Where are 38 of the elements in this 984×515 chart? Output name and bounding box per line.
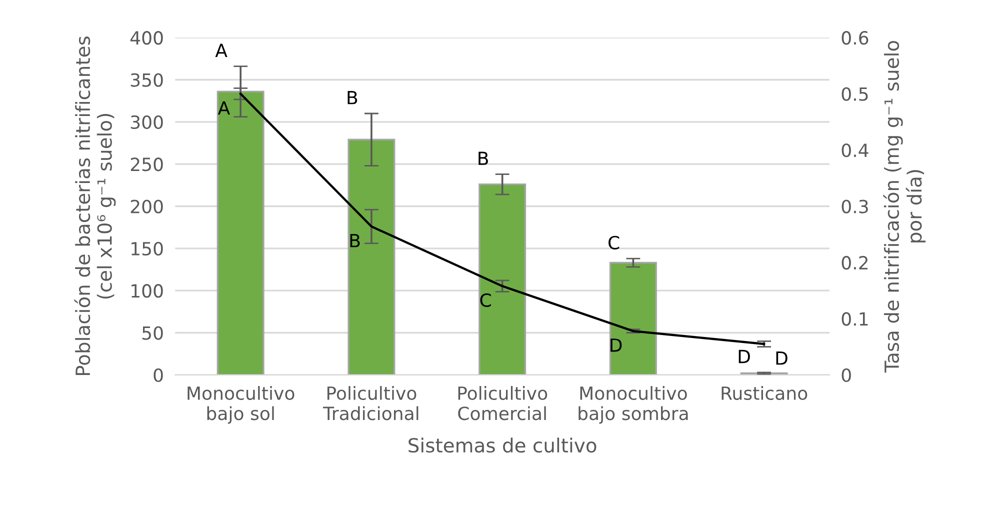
annotation: D <box>738 350 750 364</box>
y2-tick-label: 0.2 <box>842 256 868 270</box>
y2-tick-label: 0 <box>842 368 851 382</box>
annotation: D <box>610 338 622 352</box>
annotation: B <box>478 152 488 165</box>
x-tick-label: Policultivo Comercial <box>458 386 548 420</box>
y-tick-label: 50 <box>142 326 163 340</box>
x-tick-label: Monocultivo bajo sol <box>188 386 294 424</box>
x-axis-title: Sistemas de cultivo <box>408 438 596 453</box>
y-tick-label: 100 <box>132 284 163 298</box>
annotation: B <box>348 91 358 104</box>
y-axis-title: Población de bacterias nitrificantes (cel x10⁶ g⁻¹ suelo) <box>74 36 116 376</box>
annotation: C <box>608 236 620 250</box>
bar <box>216 90 264 375</box>
y2-tick-label: 0.6 <box>842 31 868 45</box>
y-tick-label: 250 <box>130 158 163 172</box>
bar <box>609 262 657 375</box>
y2-tick-label: 0.3 <box>842 200 868 214</box>
bar <box>348 138 396 375</box>
y2-tick-label: 0.1 <box>842 312 868 326</box>
y-tick-label: 0 <box>154 368 163 382</box>
annotation: D <box>776 352 788 365</box>
annotation: B <box>350 234 360 248</box>
y2-axis-title: Tasa de nitrificación (mg g⁻¹ suelo por día) <box>883 40 926 373</box>
annotation: A <box>218 101 230 114</box>
y-tick-label: 350 <box>130 73 163 87</box>
annotation: C <box>480 293 491 308</box>
y-tick-label: 400 <box>130 31 163 45</box>
annotation: A <box>215 44 228 57</box>
x-tick-label: Policultivo Tradicional <box>322 386 418 420</box>
y2-tick-label: 0.4 <box>842 143 868 158</box>
y-tick-label: 300 <box>130 115 163 130</box>
x-tick-label: Rusticano <box>722 386 808 400</box>
bar <box>478 183 526 375</box>
x-tick-label: Monocultivo bajo sombra <box>578 386 688 424</box>
y2-tick-label: 0.5 <box>842 87 868 101</box>
y-tick-label: 200 <box>130 200 163 214</box>
y-tick-label: 150 <box>132 242 163 256</box>
